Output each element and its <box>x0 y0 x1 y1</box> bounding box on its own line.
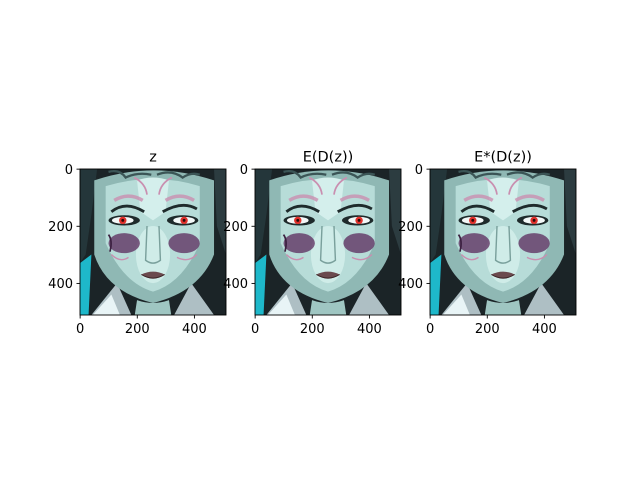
subplot-z: z 0 200 400 0 200 400 <box>48 150 227 337</box>
axes-frame <box>254 168 402 316</box>
x-tick-label: 200 <box>125 322 150 337</box>
x-tick-label: 200 <box>475 322 500 337</box>
y-tick-label: 200 <box>223 220 248 235</box>
x-ticks: 0 200 400 <box>251 315 382 337</box>
y-ticks: 0 200 400 <box>48 163 80 292</box>
x-tick-label: 0 <box>76 322 84 337</box>
image-panel <box>80 169 226 315</box>
subplot-title: E*(D(z)) <box>474 150 532 166</box>
y-tick-label: 200 <box>48 220 73 235</box>
y-tick-label: 0 <box>65 163 73 178</box>
y-tick-label: 0 <box>240 163 248 178</box>
x-ticks: 0 200 400 <box>426 315 557 337</box>
subplot-title: E(D(z)) <box>303 150 354 166</box>
x-tick-label: 0 <box>426 322 434 337</box>
y-tick-label: 400 <box>398 277 423 292</box>
image-panel <box>255 169 401 315</box>
subplot-e-d-z: E(D(z)) 0 200 400 0 200 400 <box>223 150 402 337</box>
axes-frame <box>429 168 577 316</box>
y-ticks: 0 200 400 <box>398 163 430 292</box>
y-tick-label: 200 <box>398 220 423 235</box>
x-tick-label: 0 <box>251 322 259 337</box>
x-tick-label: 400 <box>182 322 207 337</box>
subplot-title: z <box>149 150 157 166</box>
y-tick-label: 400 <box>48 277 73 292</box>
subplot-e-star-d-z: E*(D(z)) 0 200 400 0 200 400 <box>398 150 577 337</box>
axes-frame <box>79 168 227 316</box>
x-ticks: 0 200 400 <box>76 315 207 337</box>
y-tick-label: 0 <box>415 163 423 178</box>
x-tick-label: 200 <box>300 322 325 337</box>
x-tick-label: 400 <box>532 322 557 337</box>
image-panel <box>430 169 576 315</box>
y-ticks: 0 200 400 <box>223 163 255 292</box>
x-tick-label: 400 <box>357 322 382 337</box>
y-tick-label: 400 <box>223 277 248 292</box>
